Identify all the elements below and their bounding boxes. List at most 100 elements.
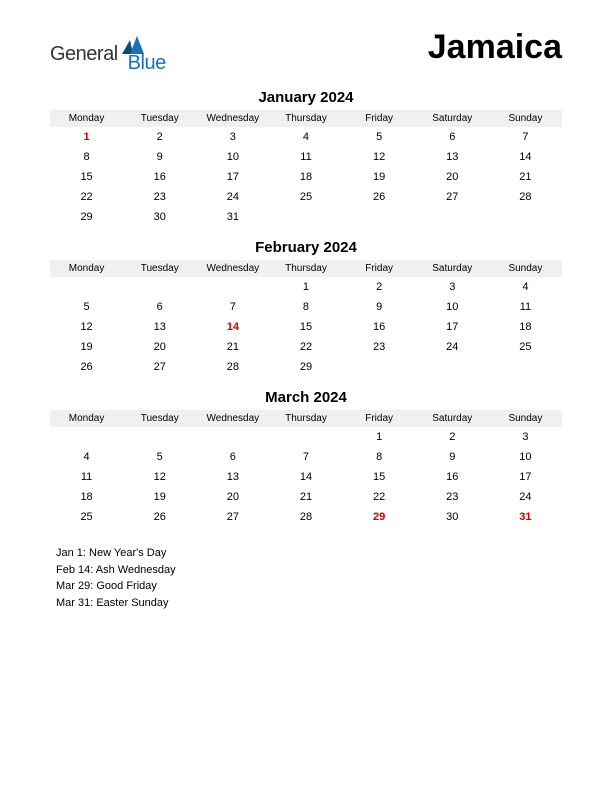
- day: 8: [50, 147, 123, 167]
- day: 19: [50, 337, 123, 357]
- day: 2: [416, 427, 489, 447]
- day: 26: [123, 507, 196, 527]
- day: 2: [123, 127, 196, 147]
- day: 27: [196, 507, 269, 527]
- day: 27: [416, 187, 489, 207]
- day: 17: [489, 467, 562, 487]
- country-title: Jamaica: [428, 28, 562, 67]
- day: 7: [269, 447, 342, 467]
- dow-header: Wednesday: [196, 110, 269, 127]
- day: 9: [343, 297, 416, 317]
- day: 11: [50, 467, 123, 487]
- day-empty: [196, 277, 269, 297]
- dow-header: Saturday: [416, 110, 489, 127]
- day: 19: [123, 487, 196, 507]
- day: 8: [343, 447, 416, 467]
- day: 15: [50, 167, 123, 187]
- month-title: February 2024: [50, 239, 562, 256]
- day: 1: [269, 277, 342, 297]
- holiday-line: Mar 29: Good Friday: [56, 578, 562, 595]
- day: 15: [343, 467, 416, 487]
- holiday-line: Feb 14: Ash Wednesday: [56, 562, 562, 579]
- dow-header: Wednesday: [196, 410, 269, 427]
- day: 4: [489, 277, 562, 297]
- day: 9: [123, 147, 196, 167]
- day: 3: [196, 127, 269, 147]
- day: 4: [50, 447, 123, 467]
- day: 23: [416, 487, 489, 507]
- dow-header: Saturday: [416, 260, 489, 277]
- day: 21: [196, 337, 269, 357]
- dow-header: Monday: [50, 110, 123, 127]
- day-empty: [269, 427, 342, 447]
- dow-header: Friday: [343, 110, 416, 127]
- day: 11: [269, 147, 342, 167]
- day-empty: [196, 427, 269, 447]
- header: General Blue Jamaica: [50, 28, 562, 75]
- dow-header: Tuesday: [123, 110, 196, 127]
- day: 30: [416, 507, 489, 527]
- day: 13: [416, 147, 489, 167]
- month-block: January 2024MondayTuesdayWednesdayThursd…: [50, 89, 562, 227]
- day: 21: [489, 167, 562, 187]
- day: 15: [269, 317, 342, 337]
- day: 12: [343, 147, 416, 167]
- day: 21: [269, 487, 342, 507]
- day: 16: [343, 317, 416, 337]
- day: 1: [343, 427, 416, 447]
- dow-header: Sunday: [489, 110, 562, 127]
- dow-header: Tuesday: [123, 410, 196, 427]
- logo-text-blue: Blue: [128, 52, 166, 75]
- day: 12: [50, 317, 123, 337]
- day: 6: [196, 447, 269, 467]
- dow-header: Saturday: [416, 410, 489, 427]
- day: 5: [50, 297, 123, 317]
- calendar-grid: MondayTuesdayWednesdayThursdayFridaySatu…: [50, 110, 562, 227]
- calendar-grid: MondayTuesdayWednesdayThursdayFridaySatu…: [50, 410, 562, 527]
- day: 7: [196, 297, 269, 317]
- day: 18: [489, 317, 562, 337]
- day: 23: [343, 337, 416, 357]
- day: 10: [416, 297, 489, 317]
- day: 26: [50, 357, 123, 377]
- day: 28: [196, 357, 269, 377]
- day: 18: [50, 487, 123, 507]
- day-empty: [50, 277, 123, 297]
- day: 13: [123, 317, 196, 337]
- day: 28: [489, 187, 562, 207]
- months-container: January 2024MondayTuesdayWednesdayThursd…: [50, 89, 562, 527]
- day: 25: [269, 187, 342, 207]
- day: 31: [196, 207, 269, 227]
- dow-header: Thursday: [269, 410, 342, 427]
- day: 24: [416, 337, 489, 357]
- day: 7: [489, 127, 562, 147]
- dow-header: Thursday: [269, 260, 342, 277]
- day: 6: [416, 127, 489, 147]
- day: 13: [196, 467, 269, 487]
- day: 10: [489, 447, 562, 467]
- day: 10: [196, 147, 269, 167]
- day: 5: [343, 127, 416, 147]
- day: 17: [416, 317, 489, 337]
- day: 18: [269, 167, 342, 187]
- day: 12: [123, 467, 196, 487]
- day: 20: [416, 167, 489, 187]
- day: 24: [489, 487, 562, 507]
- day: 22: [50, 187, 123, 207]
- day-empty: [123, 427, 196, 447]
- day: 24: [196, 187, 269, 207]
- day: 6: [123, 297, 196, 317]
- holidays-list: Jan 1: New Year's DayFeb 14: Ash Wednesd…: [50, 545, 562, 611]
- dow-header: Tuesday: [123, 260, 196, 277]
- dow-header: Monday: [50, 410, 123, 427]
- day: 19: [343, 167, 416, 187]
- day: 26: [343, 187, 416, 207]
- dow-header: Sunday: [489, 260, 562, 277]
- day: 3: [416, 277, 489, 297]
- dow-header: Sunday: [489, 410, 562, 427]
- day: 2: [343, 277, 416, 297]
- holiday-line: Mar 31: Easter Sunday: [56, 595, 562, 612]
- day: 11: [489, 297, 562, 317]
- month-block: March 2024MondayTuesdayWednesdayThursday…: [50, 389, 562, 527]
- day: 25: [50, 507, 123, 527]
